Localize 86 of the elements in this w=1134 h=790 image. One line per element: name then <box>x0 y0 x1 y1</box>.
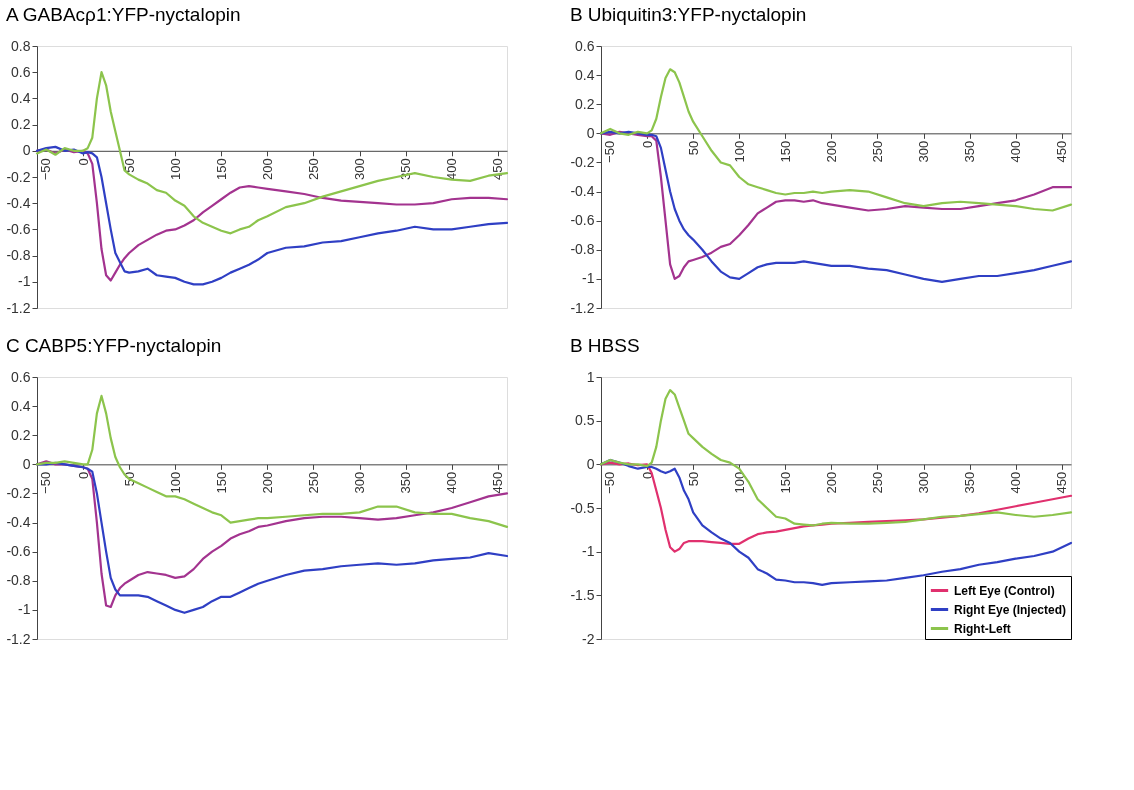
y-tick-label: -1 <box>18 601 31 618</box>
x-tick-label: 350 <box>962 140 978 163</box>
x-tick-label: 250 <box>305 471 321 494</box>
y-tick-label: 0.2 <box>11 116 31 133</box>
x-tick-label: 300 <box>352 471 368 494</box>
x-tick-label: 450 <box>490 471 506 494</box>
x-tick-label: 400 <box>444 471 460 494</box>
line-series <box>35 71 509 235</box>
x-tick-label: 200 <box>259 158 275 180</box>
x-tick-label: −50 <box>601 140 617 163</box>
x-tick-label: 300 <box>352 158 368 180</box>
y-tick-label: 0 <box>586 124 595 141</box>
x-tick-label: 150 <box>777 471 793 494</box>
y-tick-label: 0.4 <box>11 89 31 106</box>
x-tick-label: −50 <box>601 471 617 494</box>
y-tick-label: 0.5 <box>575 412 595 429</box>
x-tick-label: 300 <box>916 471 932 494</box>
y-tick-label: 0.6 <box>575 37 595 54</box>
y-tick-label: -1 <box>582 543 595 560</box>
y-tick-label: 0.8 <box>11 37 31 54</box>
x-tick-label: 150 <box>213 158 229 180</box>
y-tick-label: 0.4 <box>11 397 31 414</box>
x-tick-label: 300 <box>916 140 932 163</box>
y-tick-label: -0.6 <box>6 220 31 237</box>
y-tick-label: 0.6 <box>11 368 31 385</box>
x-tick-label: 400 <box>1008 471 1024 494</box>
x-tick-label: −50 <box>37 158 53 181</box>
x-tick-label: 100 <box>167 471 183 494</box>
y-tick-label: 0.2 <box>11 426 31 443</box>
chart-title: C CABP5:YFP-nyctalopin <box>5 335 222 356</box>
x-tick-label: 100 <box>731 140 747 163</box>
y-tick-label: -0.4 <box>6 194 31 211</box>
x-tick-label: 450 <box>1054 140 1070 163</box>
y-tick-label: -0.4 <box>6 514 31 531</box>
y-tick-label: -1 <box>18 273 31 290</box>
y-tick-label: -1 <box>582 270 595 287</box>
y-tick-label: -2 <box>582 630 595 647</box>
line-series <box>35 394 509 529</box>
legend-label: Right-Left <box>954 621 1011 636</box>
x-tick-label: 350 <box>398 471 414 494</box>
y-tick-label: -0.6 <box>570 212 595 229</box>
chart-title: B HBSS <box>569 335 640 356</box>
y-tick-label: -0.8 <box>570 241 595 258</box>
x-tick-label: 0 <box>75 158 91 166</box>
y-tick-label: -0.8 <box>6 572 31 589</box>
y-tick-label: 1 <box>586 368 595 385</box>
x-tick-label: 100 <box>731 471 747 494</box>
chart-title: A GABAcρ1:YFP-nyctalopin <box>5 4 241 25</box>
x-tick-label: 250 <box>869 471 885 494</box>
x-tick-label: 50 <box>685 471 701 487</box>
y-tick-label: -0.6 <box>6 543 31 560</box>
y-tick-label: 0.4 <box>575 66 595 83</box>
legend-label: Left Eye (Control) <box>954 583 1055 598</box>
chart-title: B Ubiquitin3:YFP-nyctalopin <box>569 4 807 25</box>
x-tick-label: 150 <box>213 471 229 494</box>
legend-label: Right Eye (Injected) <box>954 602 1067 617</box>
y-tick-label: -0.5 <box>570 499 595 516</box>
x-tick-label: 50 <box>685 140 701 156</box>
x-tick-label: 250 <box>305 158 321 180</box>
x-tick-label: 100 <box>167 158 183 180</box>
y-tick-label: -0.2 <box>6 484 31 501</box>
y-tick-label: -1.2 <box>6 299 31 316</box>
x-tick-label: 0 <box>75 471 91 480</box>
y-tick-label: -1.2 <box>6 630 31 647</box>
y-tick-label: -0.2 <box>6 168 31 185</box>
y-tick-label: -0.4 <box>570 183 595 200</box>
line-series <box>599 389 1073 527</box>
y-tick-label: -1.5 <box>570 586 595 603</box>
y-tick-label: -0.8 <box>6 247 31 264</box>
x-tick-label: 0 <box>639 471 655 480</box>
x-tick-label: 150 <box>777 140 793 163</box>
x-tick-label: 200 <box>823 140 839 163</box>
x-tick-label: 450 <box>1054 471 1070 494</box>
x-tick-label: 200 <box>259 471 275 494</box>
y-tick-label: -1.2 <box>570 299 595 316</box>
x-tick-label: 250 <box>869 140 885 163</box>
line-series <box>599 68 1073 212</box>
x-tick-label: 400 <box>1008 140 1024 163</box>
x-tick-label: 0 <box>639 140 655 149</box>
x-tick-label: −50 <box>37 471 53 494</box>
y-tick-label: 0.6 <box>11 63 31 80</box>
x-tick-label: 200 <box>823 471 839 494</box>
x-tick-label: 400 <box>444 158 460 180</box>
y-tick-label: -0.2 <box>570 153 595 170</box>
y-tick-label: 0.2 <box>575 95 595 112</box>
x-tick-label: 350 <box>962 471 978 494</box>
